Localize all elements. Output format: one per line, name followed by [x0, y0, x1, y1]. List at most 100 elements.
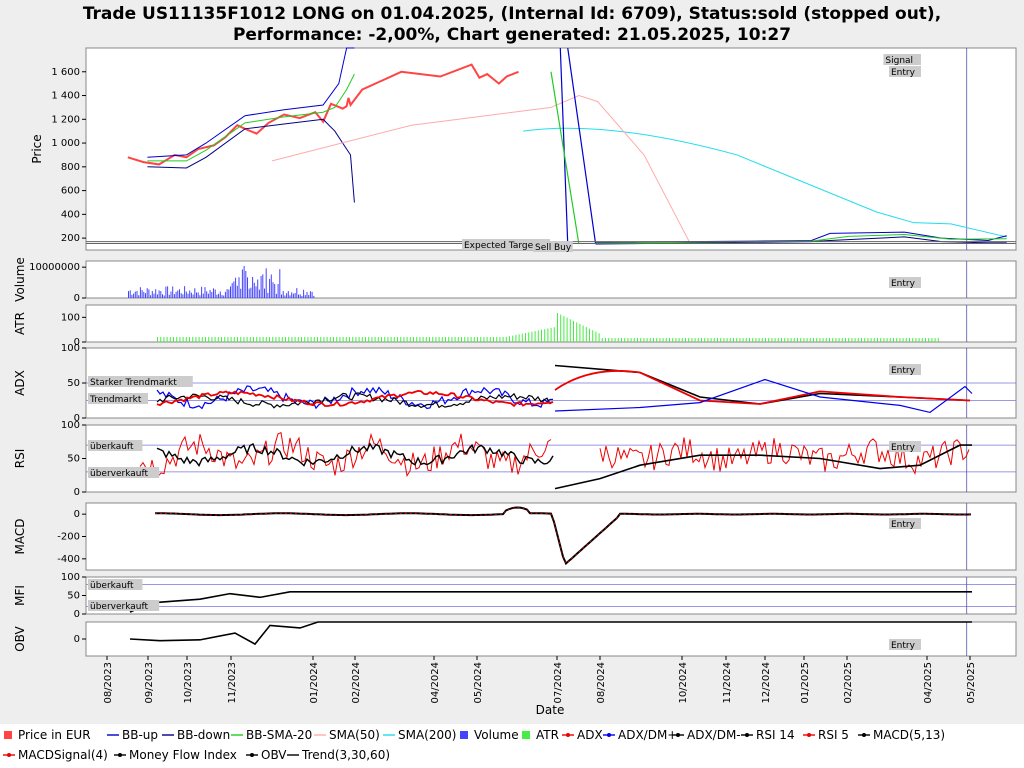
volume-bar [296, 288, 298, 298]
atr-bar [569, 319, 571, 342]
atr-bar [937, 338, 939, 342]
panel-price-frame [85, 47, 1017, 251]
legend-label: MACD(5,13) [873, 728, 945, 742]
atr-bar [592, 330, 594, 342]
atr-bar [553, 327, 555, 342]
annot-oversold-rsi: überverkauft [90, 469, 149, 479]
series-price-in-eur [127, 63, 519, 166]
annot-oversold-mfi: überverkauft [90, 602, 149, 612]
atr-bar [307, 337, 309, 342]
y-tick-label: 0 [74, 609, 80, 620]
volume-bar [226, 289, 228, 298]
volume-bar [221, 295, 223, 298]
atr-bar [525, 333, 526, 342]
volume-bar [267, 292, 269, 298]
bb-sma-crash [550, 71, 580, 245]
atr-bar [528, 332, 530, 342]
volume-bar [201, 286, 203, 298]
atr-bar [502, 337, 504, 342]
atr-bar [633, 338, 635, 342]
atr-bar [736, 338, 738, 342]
atr-bar [707, 338, 709, 342]
chart-title-line2: Performance: -2,00%, Chart generated: 21… [233, 25, 791, 45]
panel-obv-frame [85, 621, 1017, 657]
atr-bar [755, 338, 757, 342]
annot-expected-target: Expected Target [464, 241, 537, 251]
volume-bar [289, 295, 291, 298]
adx-late [554, 370, 971, 405]
volume-bar [187, 293, 189, 298]
atr-bar [857, 338, 859, 342]
annot-entry-obv-bg [889, 639, 921, 650]
y-tick-label: 100 [61, 420, 80, 431]
annot-entry-adx-bg [889, 364, 921, 375]
atr-bar [781, 338, 782, 342]
legend-marker [7, 753, 11, 757]
volume-bar [175, 291, 177, 298]
atr-bar [787, 338, 789, 342]
legend-label: BB-SMA-20 [246, 728, 312, 742]
volume-bar [253, 282, 255, 298]
series-bb-up [147, 47, 355, 158]
volume-bar [277, 283, 279, 298]
volume-bar [262, 274, 264, 298]
atr-bar [483, 337, 485, 342]
atr-bar [166, 337, 168, 342]
atr-bar [195, 337, 197, 342]
indicator-panels: 200 400 600 800 1 000 1 200 1 400 1 600 Price Exp… [13, 47, 1017, 657]
volume-bar [182, 294, 184, 298]
y-tick-label: 0 [74, 413, 80, 424]
atr-bar [470, 337, 472, 342]
atr-bar [573, 320, 574, 342]
volume-bar [311, 291, 313, 298]
atr-bar [864, 338, 866, 342]
atr-bar [333, 337, 334, 342]
atr-bar [365, 337, 366, 342]
legend-label: BB-down [177, 728, 230, 742]
atr-bar [851, 338, 853, 342]
legend-marker [745, 733, 749, 737]
y-tick-label: 800 [61, 162, 80, 173]
y-axis-label-macd: MACD [13, 519, 27, 555]
atr-bar [557, 312, 558, 342]
x-tick-label: 01/2025 [800, 662, 811, 704]
atr-bar [566, 317, 568, 342]
atr-bar [745, 338, 747, 342]
atr-bar [294, 337, 296, 342]
atr-bar [368, 337, 370, 342]
atr-bar [480, 337, 482, 342]
atr-bar [406, 337, 408, 342]
atr-bar [611, 338, 613, 342]
x-tick-label: 08/2023 [103, 662, 114, 704]
annot-trend: Trendmarkt [89, 395, 142, 405]
atr-bar [486, 337, 488, 342]
annot-trend-bg [88, 393, 148, 404]
volume-bar [247, 277, 248, 298]
atr-bar [595, 331, 597, 342]
annot-expected-target-bg [462, 239, 550, 250]
volume-bar [204, 287, 206, 298]
annot-overbought-mfi-bg [88, 579, 143, 590]
atr-bar [889, 338, 891, 342]
atr-bar [701, 338, 702, 342]
annot-oversold-mfi-bg [88, 600, 160, 611]
atr-bar [451, 337, 453, 342]
atr-bar [189, 337, 190, 342]
atr-bar [585, 327, 587, 342]
legend: Price in EUR BB-up BB-down BB-SMA-20 SMA(50)… [0, 724, 1024, 768]
atr-bar [637, 338, 638, 342]
atr-bar [819, 338, 821, 342]
atr-bar [217, 337, 219, 342]
y-tick-label: 0 [74, 337, 80, 348]
volume-bar [133, 293, 135, 298]
volume-bar [184, 286, 186, 298]
atr-bar [173, 337, 174, 342]
legend-label: ATR [536, 728, 559, 742]
atr-bar [205, 337, 206, 342]
volume-bar [150, 295, 152, 298]
y-tick-label: 1 400 [51, 91, 80, 102]
atr-bar [672, 338, 674, 342]
volume-bar [185, 291, 187, 298]
volume-bar [155, 289, 157, 298]
